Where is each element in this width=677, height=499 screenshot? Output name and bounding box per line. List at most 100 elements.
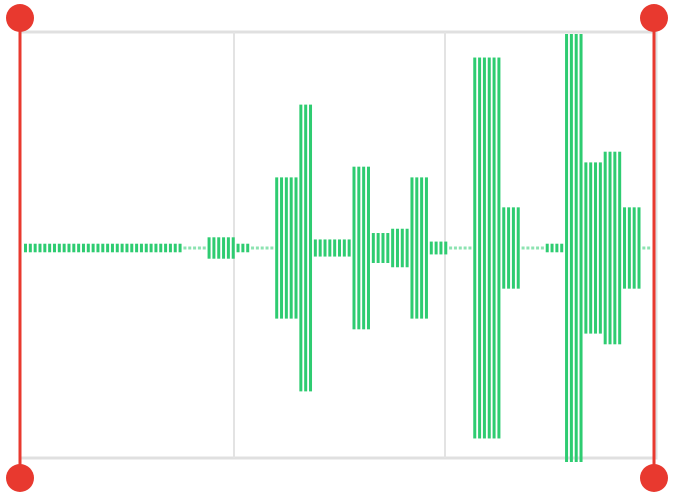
waveform-bar [62,243,66,253]
waveform-bar [497,57,501,439]
waveform-bar [130,243,134,253]
waveform-bar [434,241,438,255]
waveform-bar [603,151,607,345]
waveform-bar [313,239,317,257]
waveform-bar [197,246,201,250]
trim-handle-top-left[interactable] [6,4,34,32]
waveform-bar [584,162,588,334]
waveform-bar [28,243,32,253]
waveform-bar [173,243,177,253]
waveform-bar [482,57,486,439]
waveform-bar [207,237,211,259]
waveform-bar [333,239,337,257]
waveform-bar [540,246,544,250]
trim-handle-bottom-left[interactable] [6,464,34,492]
waveform-bar [270,246,274,250]
waveform-bar [91,243,95,253]
waveform-bar [381,233,385,263]
waveform-bar [67,243,71,253]
waveform-bar [236,243,240,253]
waveform-bar [33,243,37,253]
waveform-bar [536,246,540,250]
waveform-bar [594,162,598,334]
waveform-bar [86,243,90,253]
waveform-bar [183,246,187,250]
waveform-bar [139,243,143,253]
waveform-bar [260,246,264,250]
waveform-bar [347,239,351,257]
waveform-bar [338,239,341,257]
waveform-bar [255,246,259,250]
waveform-bar [323,239,327,257]
waveform-bar [391,228,395,268]
waveform-bar [521,246,525,250]
waveform-bar [468,246,472,250]
waveform-bar [420,177,424,319]
waveform-bar [565,34,569,462]
waveform-bar [168,243,172,253]
waveform-bar [574,34,578,462]
waveform-bar [217,237,221,259]
waveform-bar [526,246,530,250]
waveform-bar [627,207,631,289]
waveform-bar [231,237,235,259]
waveform-bar [502,207,506,289]
waveform-bar [362,166,366,330]
waveform-bar [125,243,129,253]
waveform-bar [458,246,462,250]
trim-handle-top-right[interactable] [640,4,668,32]
waveform-bar [449,246,453,250]
waveform-bar [642,246,646,250]
waveform-bar [589,162,593,334]
waveform-bar [52,243,56,253]
waveform-bar [226,237,230,259]
waveform-bar [623,207,627,289]
waveform-bar [284,177,288,319]
waveform-bar [48,243,52,253]
waveform-bar [289,177,293,319]
waveform-bar [415,177,419,319]
waveform-bar [164,243,168,253]
waveform-bar [342,239,346,257]
waveform-bar [188,246,192,250]
waveform-bar [444,241,448,255]
waveform-bar [598,162,602,334]
waveform-bar [96,243,100,253]
waveform-bar [453,246,457,250]
waveform-bar [135,243,139,253]
waveform-bar [487,57,491,439]
waveform-bar [318,239,322,257]
waveform-bar [57,243,61,253]
waveform-bar [72,243,76,253]
waveform-bar [618,151,622,345]
waveform-bar [81,243,85,253]
waveform-bar [531,246,535,250]
waveform-bar [309,104,313,392]
waveform-bar [555,243,559,253]
waveform-bar [429,241,433,255]
waveform-bar [395,228,399,268]
waveform-bar [101,243,105,253]
waveform-bar [424,177,428,319]
waveform-bar [376,233,380,263]
waveform-bar [357,166,361,330]
waveform-bar [115,243,119,253]
waveform-bars [24,34,651,462]
waveform-bar [632,207,636,289]
waveform-bar [120,243,124,253]
waveform-bar [265,246,269,250]
waveform-bar [569,34,573,462]
waveform-bar [106,243,110,253]
waveform-bar [24,243,27,253]
waveform-bar [507,207,511,289]
waveform-bar [202,246,206,250]
waveform-bar [550,243,554,253]
waveform-bar [294,177,298,319]
waveform-bar [560,243,564,253]
waveform-bar [149,243,153,253]
waveform-bar [280,177,284,319]
waveform-bar [241,243,245,253]
trim-handle-bottom-right[interactable] [640,464,668,492]
